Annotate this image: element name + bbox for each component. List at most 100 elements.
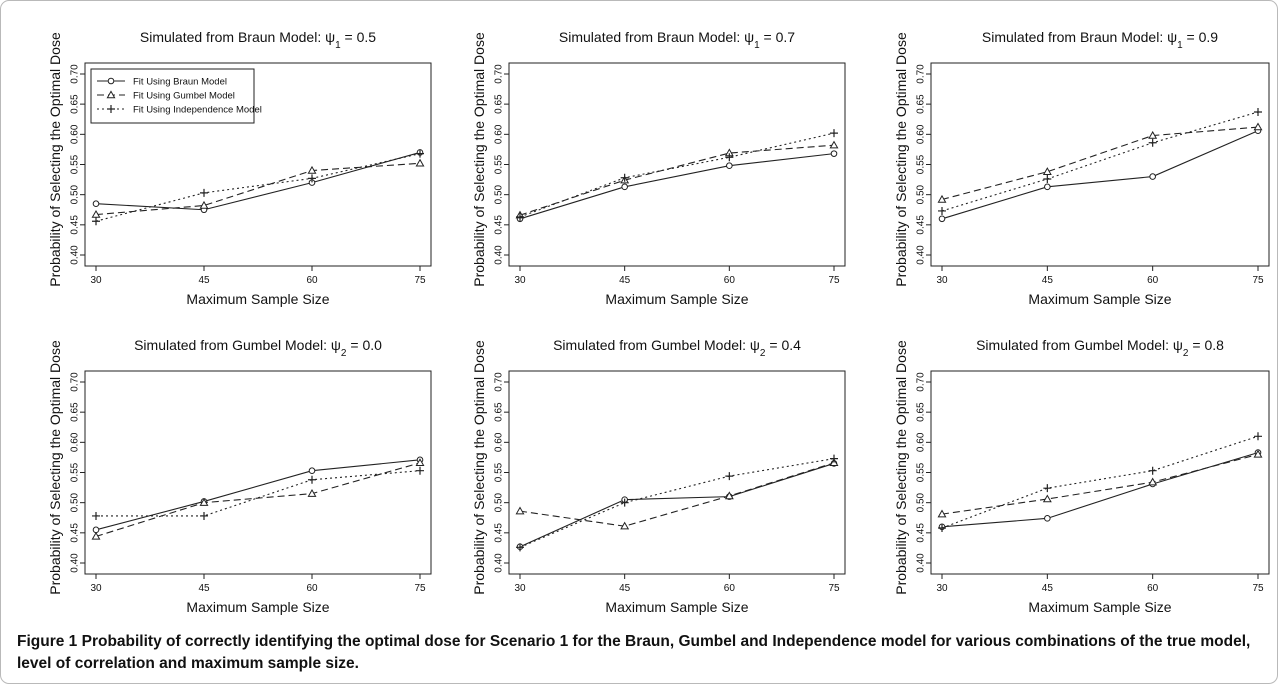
legend-label: Fit Using Gumbel Model	[133, 91, 235, 102]
x-tick-label: 75	[828, 583, 840, 594]
chart-panel: Simulated from Braun Model: ψ1 = 0.7 30 45…	[471, 29, 846, 307]
figure-caption: Figure 1 Probability of correctly identi…	[17, 631, 1262, 675]
y-tick-label: 0.50	[70, 492, 81, 512]
data-point	[725, 153, 734, 162]
y-tick-label: 0.40	[916, 553, 927, 573]
chart-title: Simulated from Braun Model: ψ1 = 0.9	[982, 29, 1218, 51]
y-tick-label: 0.40	[916, 245, 927, 265]
x-tick-label: 75	[1252, 583, 1264, 594]
y-tick-label: 0.60	[70, 432, 81, 452]
x-axis-label: Maximum Sample Size	[605, 291, 748, 307]
data-point	[516, 543, 524, 552]
y-tick-label: 0.50	[494, 492, 505, 512]
series-line	[941, 453, 1259, 515]
x-tick-label: 60	[306, 583, 318, 594]
x-tick-label: 75	[1252, 275, 1264, 286]
chart-panel: Simulated from Gumbel Model: ψ2 = 0.8 30 4…	[893, 337, 1270, 615]
data-point	[938, 524, 946, 533]
x-tick-label: 45	[1042, 275, 1054, 286]
y-tick-label: 0.55	[494, 462, 505, 482]
data-point	[620, 173, 629, 182]
y-axis-label: Probability of Selecting the Optimal Dos…	[47, 340, 63, 595]
y-tick-label: 0.45	[916, 215, 927, 235]
data-point	[92, 200, 100, 208]
data-point	[725, 472, 734, 481]
data-point	[1148, 466, 1157, 475]
y-tick-label: 0.65	[494, 402, 505, 422]
y-tick-label: 0.70	[916, 64, 927, 84]
legend-label: Fit Using Braun Model	[133, 77, 227, 88]
data-point	[1253, 122, 1263, 131]
data-point	[92, 217, 100, 226]
data-point	[199, 498, 209, 506]
chart-title: Simulated from Braun Model: ψ1 = 0.7	[559, 29, 795, 51]
data-point	[1042, 167, 1052, 175]
data-point	[1148, 130, 1158, 139]
data-point	[1043, 174, 1052, 183]
data-point	[1043, 484, 1052, 493]
y-axis-label: Probability of Selecting the Optimal Dos…	[893, 32, 909, 287]
y-tick-label: 0.70	[494, 64, 505, 84]
series-line	[941, 130, 1259, 220]
data-point	[1044, 183, 1051, 191]
x-tick-label: 60	[724, 583, 736, 594]
data-point	[1148, 138, 1157, 147]
series-line	[519, 132, 835, 218]
chart-title: Simulated from Gumbel Model: ψ2 = 0.0	[134, 337, 382, 359]
legend-marker	[106, 90, 116, 99]
data-point	[726, 162, 733, 170]
y-tick-label: 0.65	[70, 94, 81, 114]
y-tick-label: 0.70	[70, 64, 81, 84]
data-point	[1149, 173, 1156, 180]
data-point	[620, 498, 629, 507]
data-point	[415, 458, 425, 467]
figure-panels: Simulated from Braun Model: ψ1 = 0.5 30 45…	[47, 29, 1270, 615]
data-point	[1044, 515, 1051, 522]
y-tick-label: 0.45	[494, 215, 505, 235]
x-axis-label: Maximum Sample Size	[1028, 599, 1171, 615]
series-line	[95, 462, 421, 537]
y-tick-label: 0.55	[70, 462, 81, 482]
y-tick-label: 0.40	[494, 245, 505, 265]
x-axis-label: Maximum Sample Size	[1028, 291, 1171, 307]
data-point	[621, 183, 628, 191]
data-point	[938, 215, 946, 223]
y-tick-label: 0.70	[916, 372, 927, 392]
legend-marker	[107, 105, 115, 113]
data-point	[91, 531, 101, 540]
y-tick-label: 0.50	[494, 184, 505, 204]
y-axis-label: Probability of Selecting the Optimal Dos…	[471, 32, 487, 287]
data-point	[200, 188, 208, 197]
series-line	[95, 162, 421, 216]
y-tick-label: 0.60	[70, 124, 81, 144]
x-tick-label: 30	[514, 583, 526, 594]
data-point	[724, 491, 734, 500]
x-tick-label: 75	[414, 583, 426, 594]
y-tick-label: 0.70	[494, 372, 505, 392]
x-tick-label: 60	[306, 275, 318, 286]
y-tick-label: 0.60	[916, 432, 927, 452]
chart-panel: Simulated from Gumbel Model: ψ2 = 0.0 30 4…	[47, 337, 432, 615]
series-line	[941, 126, 1259, 201]
x-tick-label: 30	[90, 583, 102, 594]
data-point	[92, 526, 100, 534]
series-line	[941, 111, 1259, 212]
data-point	[1042, 494, 1052, 503]
y-tick-label: 0.40	[70, 245, 81, 265]
legend-box	[90, 68, 255, 124]
x-axis-label: Maximum Sample Size	[605, 599, 748, 615]
x-tick-label: 30	[936, 275, 948, 286]
series-line	[941, 435, 1259, 529]
x-axis-label: Maximum Sample Size	[186, 291, 329, 307]
series-line	[519, 458, 835, 548]
x-tick-label: 45	[198, 275, 210, 286]
y-tick-label: 0.70	[70, 372, 81, 392]
data-point	[1254, 432, 1262, 441]
caption-text: Probability of correctly identifying the…	[17, 633, 1251, 672]
y-tick-label: 0.45	[70, 523, 81, 543]
data-point	[92, 511, 100, 520]
y-tick-label: 0.40	[70, 553, 81, 573]
series-line	[96, 470, 421, 517]
series-line	[519, 462, 835, 527]
